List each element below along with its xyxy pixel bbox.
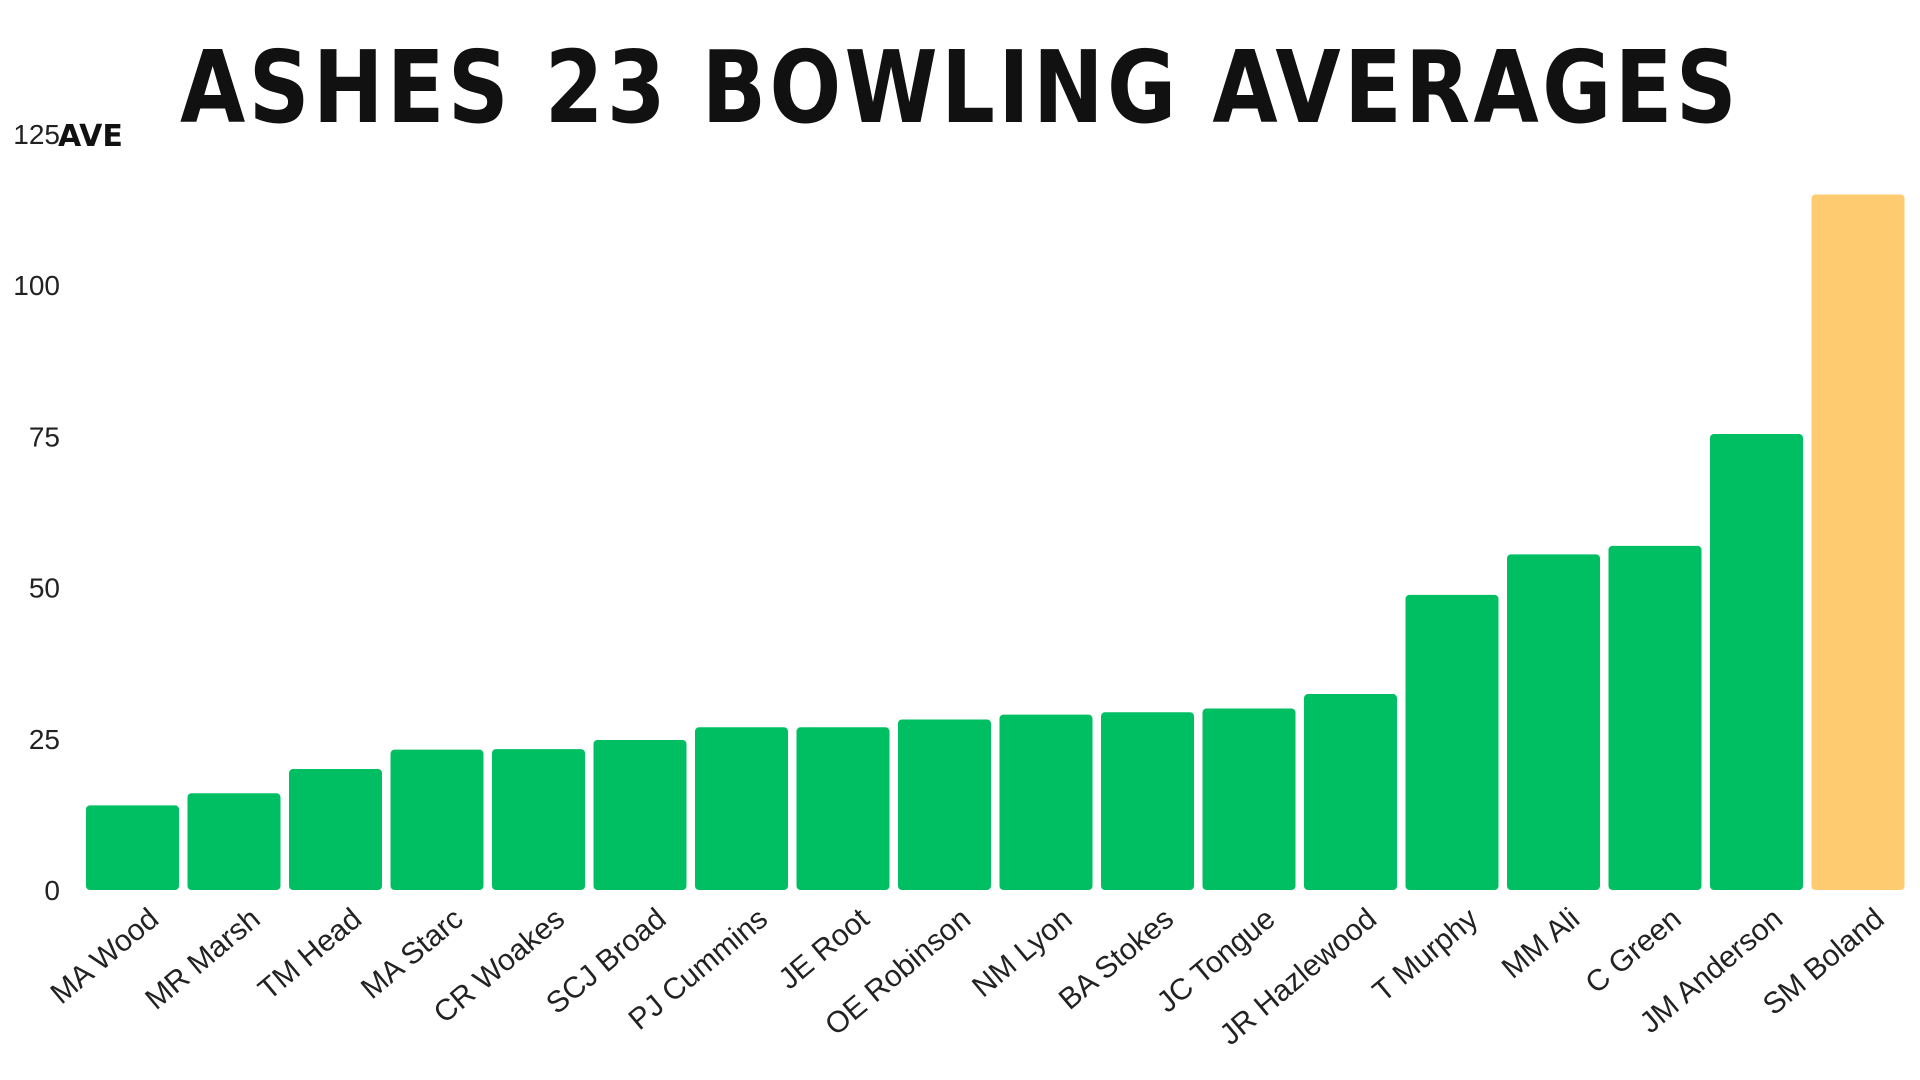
bar-c-green <box>1608 545 1702 890</box>
y-axis-label: AVE <box>58 119 123 154</box>
bar-mm-ali <box>1507 554 1600 890</box>
y-tick-label: 100 <box>13 270 60 301</box>
bar-jm-anderson <box>1710 433 1803 890</box>
bar-pj-cummins <box>695 727 788 890</box>
bar-nm-lyon <box>999 714 1093 890</box>
bar-ma-wood <box>86 805 179 890</box>
bar-jr-hazlewood <box>1304 694 1397 890</box>
x-tick-label: TM Head <box>252 902 368 1007</box>
x-tick-label: MR Marsh <box>139 902 266 1016</box>
x-tick-label: MM Ali <box>1496 902 1586 985</box>
bar-je-root <box>796 727 890 890</box>
bar-tm-head <box>289 769 382 890</box>
y-tick-label: 25 <box>29 724 60 755</box>
bar-jc-tongue <box>1202 708 1296 890</box>
bar-t-murphy <box>1405 594 1499 890</box>
x-tick-label: T Murphy <box>1367 902 1485 1008</box>
bar-cr-woakes <box>492 749 585 890</box>
bar-ba-stokes <box>1101 712 1194 890</box>
bar-sm-boland <box>1811 194 1905 891</box>
bars-group <box>86 194 1905 891</box>
bar-ma-starc <box>390 749 484 890</box>
bar-scj-broad <box>593 740 687 890</box>
bar-oe-robinson <box>898 719 991 890</box>
y-tick-label: 0 <box>44 875 60 906</box>
y-axis-ticks: 0 25 50 75 100 125 <box>13 119 60 906</box>
y-tick-label: 50 <box>29 573 60 604</box>
bar-mr-marsh <box>187 793 281 890</box>
chart-title: ASHES 23 BOWLING AVERAGES <box>180 29 1740 146</box>
y-tick-label: 75 <box>29 421 60 452</box>
y-tick-label: 125 <box>13 119 60 150</box>
